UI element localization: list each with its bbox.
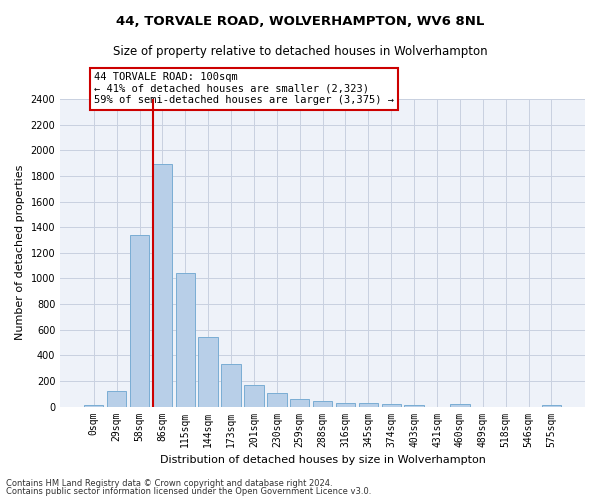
Bar bbox=[336, 402, 355, 406]
Bar bbox=[84, 404, 103, 406]
Bar bbox=[199, 338, 218, 406]
Bar bbox=[542, 404, 561, 406]
Bar bbox=[382, 404, 401, 406]
Bar bbox=[359, 404, 378, 406]
Bar bbox=[244, 386, 263, 406]
Bar bbox=[221, 364, 241, 406]
Y-axis label: Number of detached properties: Number of detached properties bbox=[15, 165, 25, 340]
Text: 44, TORVALE ROAD, WOLVERHAMPTON, WV6 8NL: 44, TORVALE ROAD, WOLVERHAMPTON, WV6 8NL bbox=[116, 15, 484, 28]
Bar bbox=[176, 274, 195, 406]
Bar bbox=[290, 399, 310, 406]
Bar bbox=[267, 393, 287, 406]
Bar bbox=[313, 402, 332, 406]
Text: Contains public sector information licensed under the Open Government Licence v3: Contains public sector information licen… bbox=[6, 487, 371, 496]
Bar bbox=[450, 404, 470, 406]
Text: 44 TORVALE ROAD: 100sqm
← 41% of detached houses are smaller (2,323)
59% of semi: 44 TORVALE ROAD: 100sqm ← 41% of detache… bbox=[94, 72, 394, 106]
Bar bbox=[130, 235, 149, 406]
Text: Size of property relative to detached houses in Wolverhampton: Size of property relative to detached ho… bbox=[113, 45, 487, 58]
X-axis label: Distribution of detached houses by size in Wolverhampton: Distribution of detached houses by size … bbox=[160, 455, 485, 465]
Bar bbox=[404, 404, 424, 406]
Bar bbox=[107, 390, 127, 406]
Bar bbox=[152, 164, 172, 406]
Text: Contains HM Land Registry data © Crown copyright and database right 2024.: Contains HM Land Registry data © Crown c… bbox=[6, 478, 332, 488]
